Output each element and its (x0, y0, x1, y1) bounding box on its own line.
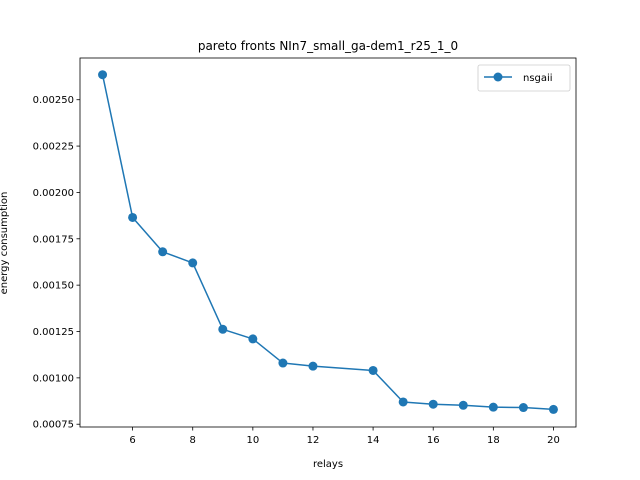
legend-marker (493, 72, 503, 82)
x-tick-label: 16 (427, 435, 440, 446)
data-point (248, 334, 258, 344)
x-tick-label: 6 (129, 435, 135, 446)
data-point (368, 365, 378, 375)
y-tick-label: 0.00225 (33, 142, 74, 153)
data-point (428, 399, 438, 409)
y-axis-ticks: 0.00075 0.00100 0.00125 0.00150 0.00175 0.002… (33, 95, 80, 431)
data-point (158, 247, 168, 257)
data-point (518, 403, 528, 413)
series-layer (98, 70, 558, 414)
y-tick-label: 0.00200 (33, 188, 74, 199)
data-point (458, 400, 468, 410)
legend: nsgaii (477, 64, 571, 92)
x-tick-label: 8 (190, 435, 196, 446)
x-tick-label: 20 (547, 435, 560, 446)
data-point (278, 358, 288, 368)
plot-area (80, 58, 576, 427)
legend-label: nsgaii (523, 73, 553, 84)
data-point (398, 397, 408, 407)
y-axis-label: energy consumption (0, 192, 10, 295)
y-tick-label: 0.00125 (33, 327, 74, 338)
x-axis-ticks: 6 8 10 12 14 16 18 20 (129, 427, 560, 446)
plot-frame (79, 57, 577, 428)
y-tick-label: 0.00100 (33, 373, 74, 384)
y-tick-label: 0.00175 (33, 234, 74, 245)
plot-background (80, 58, 576, 427)
x-axis-label: relays (313, 459, 343, 470)
y-tick-label: 0.00250 (33, 95, 74, 106)
x-tick-label: 10 (246, 435, 259, 446)
data-point (188, 258, 198, 268)
data-point (98, 70, 108, 80)
x-tick-label: 18 (487, 435, 500, 446)
legend-box (477, 64, 571, 92)
data-point (548, 404, 558, 414)
data-point (128, 212, 138, 222)
x-tick-label: 14 (367, 435, 380, 446)
chart-title: pareto fronts NIn7_small_ga-dem1_r25_1_0 (198, 39, 458, 53)
data-point (218, 324, 228, 334)
data-point (308, 361, 318, 371)
x-tick-label: 12 (307, 435, 320, 446)
y-tick-label: 0.00150 (33, 281, 74, 292)
data-point (488, 402, 498, 412)
y-tick-label: 0.00075 (33, 420, 74, 431)
